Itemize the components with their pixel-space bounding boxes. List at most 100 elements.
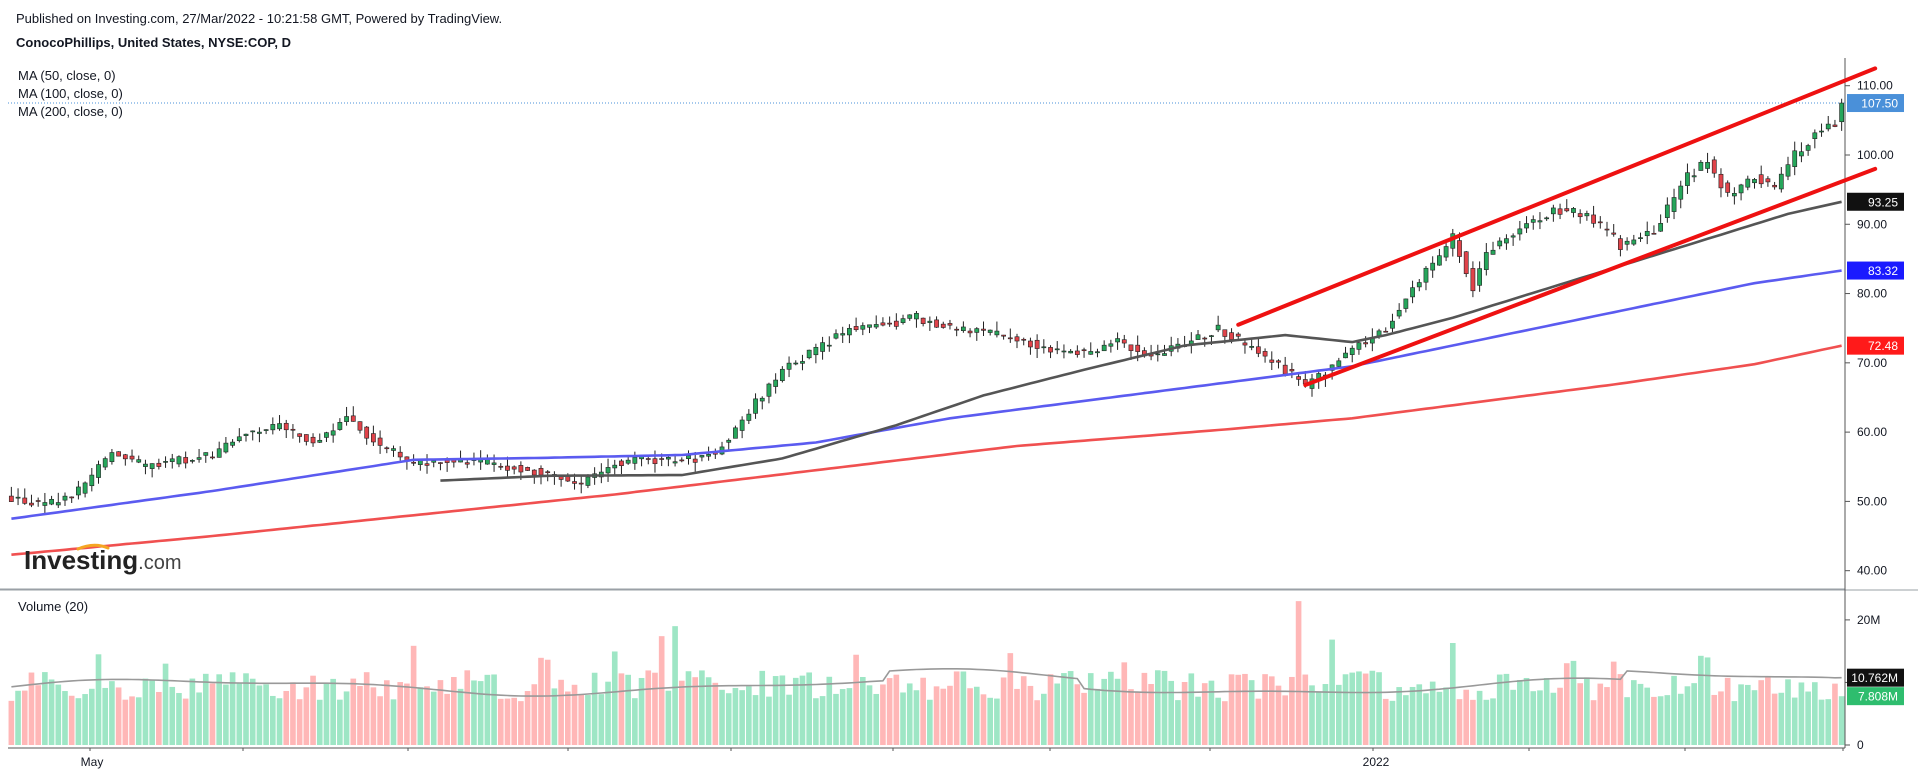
volume-bar	[1349, 672, 1356, 745]
candle-body	[109, 452, 115, 463]
candle-body	[893, 320, 899, 327]
volume-bar	[1597, 683, 1604, 745]
volume-bar	[1577, 683, 1583, 745]
candle-body	[196, 457, 202, 460]
volume-bar	[484, 674, 491, 745]
candle	[525, 466, 530, 471]
volume-bar	[223, 684, 229, 745]
candle	[1658, 214, 1664, 232]
ma50-badge-bg	[1847, 192, 1904, 211]
volume-bar	[1409, 686, 1416, 745]
volume-bar	[833, 693, 839, 745]
candle	[1343, 346, 1348, 359]
candle-body	[954, 328, 960, 331]
candle	[1778, 167, 1784, 193]
candle-body	[1115, 338, 1120, 343]
candle-body	[1550, 207, 1556, 215]
candle-body	[1819, 130, 1824, 133]
volume-bar	[920, 677, 926, 745]
candle	[69, 496, 75, 503]
candle	[223, 436, 229, 454]
candle-body	[1296, 376, 1301, 380]
candle-body	[1544, 217, 1550, 220]
candle	[1430, 256, 1436, 278]
volume-bar	[142, 678, 149, 745]
volume-bar	[1034, 700, 1040, 745]
volume-bar	[169, 686, 176, 745]
candle-body	[679, 459, 685, 462]
candle	[1664, 197, 1670, 223]
volume-bar	[1490, 698, 1496, 745]
volume-tick-label: 0	[1857, 738, 1864, 752]
candle	[853, 317, 859, 332]
volume-bar	[564, 691, 571, 745]
candle	[1510, 233, 1516, 246]
candle	[1175, 338, 1181, 353]
candle-body	[1101, 344, 1107, 352]
candle	[109, 448, 115, 465]
candle	[1336, 357, 1342, 367]
candle	[914, 310, 919, 328]
candle	[1705, 152, 1710, 174]
candle-body	[1074, 350, 1080, 355]
volume-bar	[1128, 689, 1134, 745]
volume-bar	[618, 673, 625, 745]
candle-body	[1497, 240, 1503, 247]
volume-bar	[1698, 655, 1704, 745]
candle-body	[297, 433, 303, 437]
candle	[639, 456, 644, 467]
candle	[967, 328, 973, 338]
ma200-badge: 72.48	[1847, 336, 1904, 355]
candle	[438, 462, 443, 471]
candle	[1711, 156, 1717, 178]
volume-bar	[1188, 673, 1195, 745]
candle	[1805, 143, 1811, 156]
volume-bar	[263, 684, 269, 745]
candle-body	[1403, 298, 1409, 309]
candle	[1061, 344, 1067, 359]
candle	[1497, 237, 1503, 250]
candle-body	[417, 460, 423, 465]
candle-body	[1242, 342, 1248, 346]
candle-body	[1463, 251, 1469, 274]
volume-bar	[511, 697, 517, 745]
volume-bar	[1805, 691, 1811, 745]
candle-body	[484, 459, 490, 465]
volume-bar	[1101, 678, 1107, 745]
volume-bar	[1242, 673, 1248, 745]
candle	[1028, 337, 1033, 355]
volume-bar	[839, 689, 846, 745]
volume-bar	[1268, 676, 1275, 745]
candle-body	[1490, 249, 1496, 255]
volume-bar	[1007, 653, 1014, 745]
candle	[29, 494, 34, 508]
legend-ma50[interactable]: MA (50, close, 0)	[18, 68, 116, 83]
volume-bar	[1362, 673, 1369, 745]
candle-body	[364, 426, 370, 439]
volume-label[interactable]: Volume (20)	[18, 599, 89, 614]
candle-body	[371, 433, 376, 443]
legend-ma200[interactable]: MA (200, close, 0)	[18, 104, 123, 119]
volume-bar	[1235, 674, 1242, 745]
candle-body	[525, 467, 530, 471]
legend-ma100[interactable]: MA (100, close, 0)	[18, 86, 123, 101]
candle	[719, 441, 725, 456]
candle-body	[605, 467, 611, 474]
volume-bar	[927, 699, 933, 745]
candle	[216, 441, 222, 458]
volume-bar	[605, 681, 611, 745]
candle-body	[847, 328, 852, 336]
volume-bar	[95, 654, 102, 745]
candle	[1537, 212, 1543, 230]
volume-bar	[1228, 674, 1235, 745]
volume-average-badge-bg	[1847, 668, 1904, 687]
price-tick-label: 100.00	[1857, 148, 1894, 162]
candle-body	[236, 436, 242, 442]
candle-body	[1685, 172, 1690, 186]
candle-body	[1336, 360, 1342, 367]
candle	[699, 455, 705, 462]
volume-bar	[129, 696, 135, 745]
candle	[1242, 339, 1248, 354]
volume-bar	[1624, 697, 1630, 745]
